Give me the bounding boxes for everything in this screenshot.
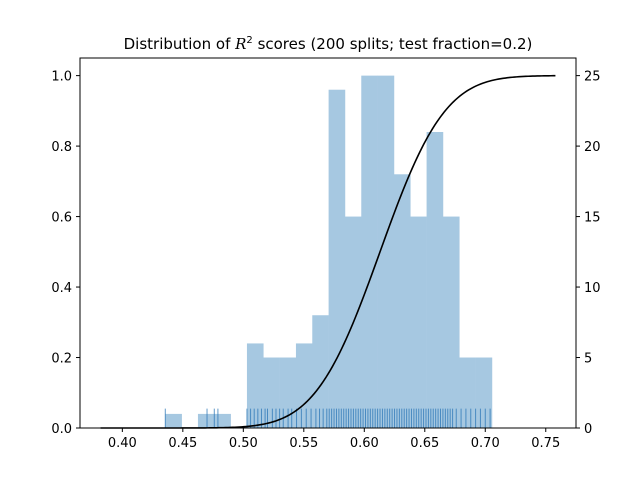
plot-frame [79,57,577,429]
histogram-bar [393,174,411,428]
y-axis-left: 0.0 0.2 0.4 0.6 0.8 1.0 [51,70,80,437]
y-right-tick-label: 25 [584,70,601,85]
x-tick-label: 0.45 [168,436,197,451]
y-right-tick-label: 20 [584,140,601,155]
histogram-bar [328,89,346,428]
x-tick-label: 0.55 [289,436,318,451]
x-tick-label: 0.70 [471,436,500,451]
x-tick-label: 0.65 [410,436,439,451]
histogram-bar [295,343,313,428]
histogram-bar [442,216,460,428]
x-tick-label: 0.40 [108,436,137,451]
histogram-bar [361,75,378,428]
y-right-tick-label: 5 [584,352,592,367]
histogram-bar [165,413,182,428]
histogram-bar [426,132,444,428]
y-right-tick-label: 0 [584,422,592,437]
histogram-bar [246,343,264,428]
y-left-tick-label: 0.2 [51,352,72,367]
y-left-tick-label: 0.4 [51,281,72,296]
y-right-tick-label: 10 [584,281,601,296]
histogram-bar [377,75,395,428]
x-axis: 0.40 0.45 0.50 0.55 0.60 0.65 0.70 0.75 [108,428,560,451]
histogram-bar [263,357,280,428]
y-left-tick-label: 0.0 [51,422,72,437]
histogram-bar [410,216,427,428]
histogram-bar [197,413,215,428]
y-left-tick-label: 1.0 [51,70,72,85]
y-left-tick-label: 0.6 [51,211,72,226]
x-tick-label: 0.50 [229,436,258,451]
histogram-bar [312,315,329,428]
y-right-tick-label: 15 [584,211,601,226]
rug-marks [164,408,491,428]
histogram-bars [165,75,493,428]
histogram-bar [459,357,476,428]
histogram-bar [214,413,231,428]
y-left-tick-label: 0.8 [51,140,72,155]
x-tick-label: 0.60 [350,436,379,451]
chart-title: Distribution of R2 scores (200 splits; t… [124,35,533,53]
x-tick-label: 0.75 [531,436,560,451]
y-axis-right: 0 5 10 15 20 25 [576,70,601,437]
histogram-bar [475,357,493,428]
